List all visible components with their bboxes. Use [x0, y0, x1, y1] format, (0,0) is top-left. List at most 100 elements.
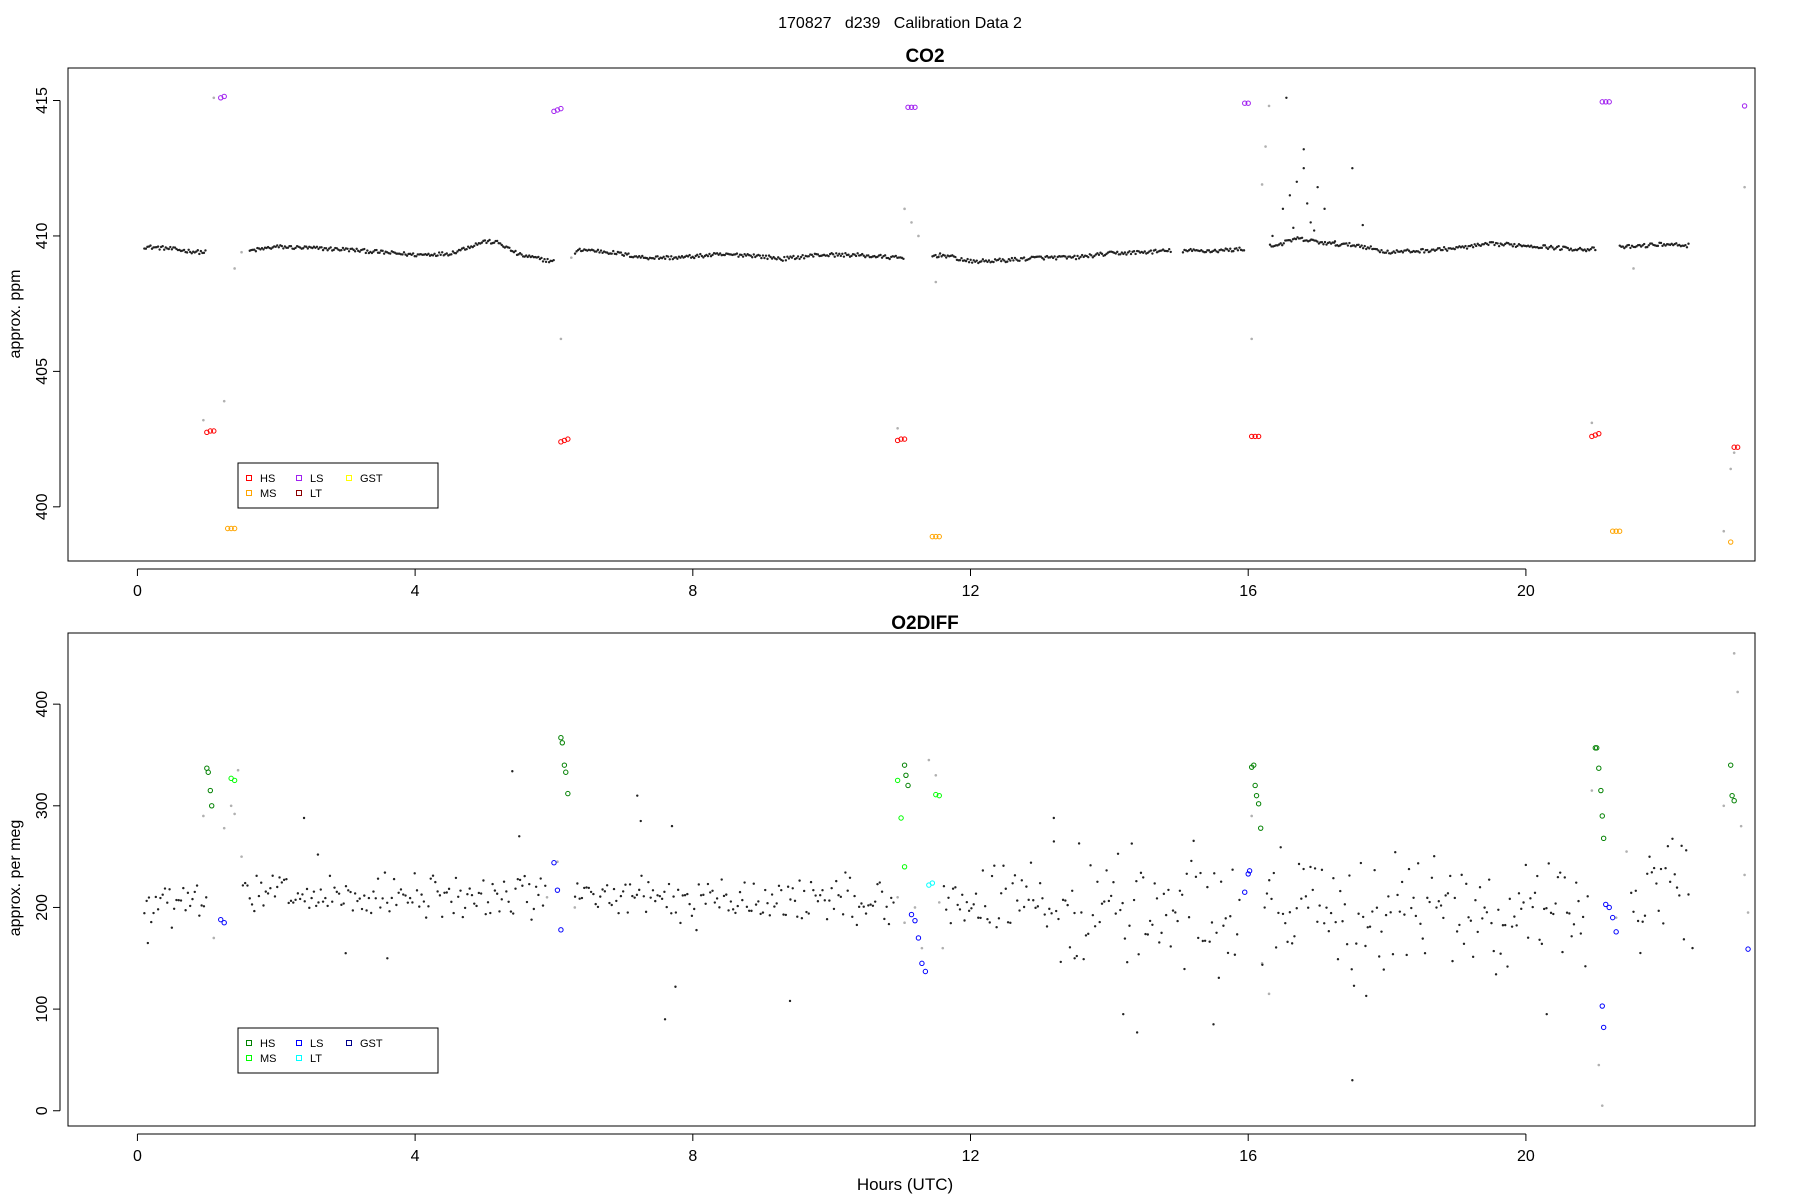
- o2diff-baseline-point: [298, 897, 302, 901]
- o2diff-baseline-point: [1160, 931, 1163, 935]
- o2diff-baseline-point: [505, 890, 508, 893]
- co2-baseline-point: [149, 244, 152, 247]
- o2diff-baseline-point: [986, 917, 989, 921]
- o2diff-baseline-point: [1646, 872, 1649, 875]
- co2-baseline-point: [836, 254, 839, 257]
- co2-baseline-point: [1149, 249, 1153, 252]
- o2diff-baseline-point: [961, 893, 964, 896]
- co2-baseline-point: [744, 254, 748, 257]
- o2diff-baseline-point: [1091, 913, 1095, 917]
- co2-baseline-point: [758, 254, 762, 257]
- o2diff-baseline-point: [1109, 894, 1113, 898]
- co2-baseline-point: [182, 248, 186, 252]
- co2-baseline-point: [1018, 259, 1021, 262]
- co2-baseline-point: [1295, 180, 1299, 183]
- o2diff-baseline-point: [1219, 880, 1223, 883]
- co2-baseline-point: [743, 253, 746, 256]
- o2diff-baseline-point: [347, 889, 350, 892]
- o2diff-x-axis-label: Hours (UTC): [857, 1175, 953, 1194]
- co2-baseline-point: [598, 251, 601, 254]
- o2diff-baseline-point: [770, 893, 774, 896]
- o2diff-y-axis-label: approx. per meg: [7, 820, 24, 937]
- o2diff-baseline-point: [963, 919, 966, 922]
- o2diff-baseline-point: [1549, 911, 1553, 915]
- o2diff-baseline-point: [1471, 955, 1475, 959]
- o2diff-baseline-point: [1655, 882, 1658, 885]
- o2diff-baseline-point: [1135, 1031, 1139, 1034]
- o2diff-baseline-point: [812, 888, 815, 892]
- co2-baseline-point: [764, 254, 768, 257]
- co2-baseline-point: [783, 255, 786, 259]
- o2diff-baseline-point: [1279, 846, 1282, 849]
- o2diff-baseline-point: [656, 894, 659, 897]
- o2diff-baseline-point: [1036, 905, 1040, 908]
- o2diff-baseline-point: [1437, 900, 1440, 903]
- o2diff-baseline-point: [1416, 862, 1420, 865]
- co2-baseline-point: [1213, 248, 1217, 252]
- co2-baseline-point: [158, 248, 161, 251]
- co2-gray-point: [1743, 185, 1746, 189]
- o2diff-baseline-point: [427, 905, 430, 908]
- co2-panel: CO2 0 4 8 12 16 20 400 405 410 415 approx. ppm H…: [7, 46, 1756, 600]
- o2diff-baseline-point: [175, 898, 178, 902]
- o2diff-baseline-point: [1176, 919, 1179, 923]
- co2-baseline-point: [1316, 240, 1319, 243]
- o2diff-baseline-point: [1542, 907, 1546, 911]
- o2diff-baseline-point: [997, 917, 1001, 920]
- co2-baseline-point: [867, 254, 870, 257]
- o2diff-baseline-point: [1510, 925, 1514, 928]
- co2-baseline-point: [1302, 167, 1305, 170]
- co2-baseline-point: [769, 255, 772, 259]
- co2-baseline-point: [1064, 255, 1067, 258]
- o2diff-baseline-point: [1460, 873, 1463, 877]
- co2-baseline-point: [894, 254, 898, 258]
- co2-baseline-point: [1323, 240, 1327, 244]
- o2diff-x-tick-label: 8: [688, 1148, 697, 1165]
- o2diff-y-tick-label: 100: [34, 996, 51, 1023]
- o2diff-baseline-point: [660, 897, 664, 901]
- o2diff-baseline-point: [736, 904, 739, 908]
- o2diff-baseline-point: [1332, 877, 1335, 880]
- co2-baseline-point: [853, 253, 856, 256]
- o2diff-baseline-point: [869, 903, 872, 906]
- o2diff-baseline-point: [1432, 855, 1436, 858]
- o2diff-baseline-point: [1213, 872, 1216, 875]
- o2diff-baseline-point: [1678, 894, 1681, 897]
- co2-baseline-point: [1569, 247, 1573, 250]
- co2-ls-point: [1606, 99, 1612, 105]
- co2-hs-point: [1731, 444, 1737, 450]
- o2diff-baseline-point: [1501, 924, 1505, 927]
- co2-baseline-point: [653, 257, 656, 260]
- o2diff-baseline-point: [466, 893, 469, 896]
- co2-y-tick-label: 405: [34, 358, 51, 385]
- o2diff-baseline-point: [702, 893, 705, 897]
- o2diff-baseline-point: [639, 819, 642, 823]
- o2diff-baseline-point: [738, 890, 742, 894]
- o2diff-baseline-point: [580, 896, 584, 900]
- o2diff-baseline-point: [1639, 951, 1642, 955]
- o2diff-baseline-point: [1327, 929, 1331, 933]
- o2diff-baseline-point: [408, 896, 412, 900]
- co2-baseline-point: [1134, 252, 1137, 256]
- o2diff-baseline-point: [1423, 951, 1427, 955]
- o2diff-baseline-point: [1351, 1079, 1354, 1082]
- co2-baseline-point: [459, 249, 462, 252]
- o2diff-baseline-point: [1183, 967, 1186, 971]
- o2diff-baseline-point: [1478, 886, 1482, 889]
- co2-baseline-point: [167, 247, 171, 251]
- co2-baseline-point: [1143, 250, 1146, 253]
- o2diff-baseline-point: [303, 900, 306, 903]
- co2-baseline-point: [1621, 245, 1625, 248]
- co2-baseline-point: [802, 257, 806, 260]
- o2diff-baseline-point: [1208, 940, 1211, 943]
- o2diff-baseline-point: [615, 899, 618, 903]
- o2diff-baseline-point: [1529, 897, 1532, 900]
- o2diff-baseline-point: [316, 853, 320, 856]
- o2diff-baseline-point: [1034, 906, 1037, 910]
- o2diff-baseline-point: [308, 906, 311, 910]
- o2diff-gray-points: [202, 652, 1750, 1107]
- o2diff-baseline-point: [1038, 881, 1042, 885]
- o2diff-baseline-point: [947, 896, 950, 899]
- co2-legend-swatch: [296, 490, 302, 496]
- o2diff-baseline-point: [887, 922, 891, 926]
